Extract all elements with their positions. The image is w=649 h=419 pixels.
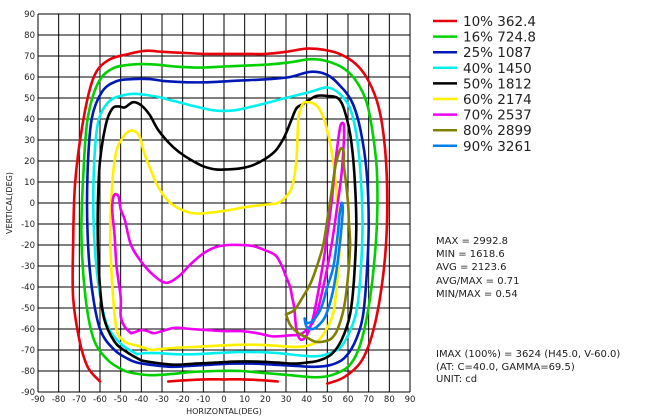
x-axis-title: HORIZONTAL(DEG) (186, 407, 262, 416)
y-tick-label: 40 (24, 115, 35, 125)
legend-label: 10% 362.4 (463, 14, 536, 30)
stat-avg: AVG = 2123.6 (436, 262, 507, 274)
contour-line (85, 70, 370, 369)
x-tick-label: 30 (281, 395, 292, 405)
x-tick-label: 10 (239, 395, 250, 405)
contour-line (80, 57, 379, 379)
x-tick-label: -40 (134, 395, 148, 405)
imax-angles: (AT: C=40.0, GAMMA=69.5) (436, 361, 575, 373)
x-tick-label: 70 (363, 395, 374, 405)
y-tick-label: -20 (21, 241, 35, 251)
x-tick-label: -50 (114, 395, 128, 405)
x-tick-label: 40 (301, 395, 312, 405)
x-tick-label: -30 (155, 395, 169, 405)
x-tick-label: 50 (322, 395, 333, 405)
contour-line (303, 201, 345, 331)
x-tick-label: 60 (343, 395, 354, 405)
y-tick-label: -50 (21, 304, 35, 314)
y-tick-label: 20 (24, 157, 35, 167)
stat-avg-max: AVG/MAX = 0.71 (436, 275, 520, 287)
contour-line (96, 94, 358, 367)
y-tick-label: -10 (21, 220, 35, 230)
y-tick-label: -90 (21, 388, 35, 398)
imax-info-panel: IMAX (100%) = 3624 (H45.0, V-60.0) (AT: … (436, 349, 620, 387)
legend-label: 16% 724.8 (463, 30, 536, 46)
y-tick-label: -70 (21, 346, 35, 356)
y-tick-label: -40 (21, 283, 35, 293)
y-tick-label: 70 (24, 52, 35, 62)
legend-label: 25% 1087 (463, 45, 532, 61)
contour-line (109, 100, 341, 352)
y-axis-ticks: 90 80 70 60 50 40 30 20 10 0 -10 -20 -30 -40 -50 -60 -70… (21, 10, 35, 398)
x-tick-label: 90 (405, 395, 416, 405)
contour-line (110, 121, 346, 342)
x-tick-label: 0 (221, 395, 226, 405)
imax-value: IMAX (100%) = 3624 (H45.0, V-60.0) (436, 349, 621, 360)
y-tick-label: 10 (24, 178, 35, 188)
x-tick-label: 80 (384, 395, 395, 405)
y-tick-label: -80 (21, 367, 35, 377)
legend-label: 60% 2174 (463, 92, 532, 108)
legend-label: 70% 2537 (463, 108, 532, 124)
contour-line (284, 146, 352, 344)
statistics-panel: MAX = 2992.8 MIN = 1618.6 AVG = 2123.6 A… (436, 235, 519, 301)
contour-line (91, 86, 364, 358)
y-tick-label: -60 (21, 325, 35, 335)
x-tick-label: -10 (196, 395, 210, 405)
legend-label: 80% 2899 (463, 123, 532, 139)
stat-max: MAX = 2992.8 (436, 236, 509, 247)
y-tick-label: -30 (21, 262, 35, 272)
x-tick-label: -20 (176, 395, 190, 405)
x-tick-label: -60 (93, 395, 107, 405)
contour-series (71, 47, 389, 385)
x-tick-label: 20 (260, 395, 271, 405)
legend-label: 90% 3261 (463, 139, 532, 155)
legend-label: 40% 1450 (463, 61, 532, 77)
contour-line (71, 47, 389, 385)
y-tick-label: 80 (24, 31, 35, 41)
y-tick-label: 50 (24, 94, 35, 104)
y-tick-label: 60 (24, 73, 35, 83)
y-tick-label: 30 (24, 136, 35, 146)
unit-label: UNIT: cd (436, 374, 478, 385)
x-axis-ticks: -90 -80 -70 -60 -50 -40 -30 -20 -10 0 10 20 30 40 50 60… (31, 395, 415, 405)
x-tick-label: -70 (72, 395, 86, 405)
y-tick-label: 0 (30, 199, 35, 209)
y-tick-label: 90 (24, 10, 35, 20)
y-axis-title: VERTICAL(DEG) (5, 172, 14, 234)
legend-label: 50% 1812 (463, 76, 532, 92)
x-tick-label: -90 (31, 395, 45, 405)
stat-min-max: MIN/MAX = 0.54 (436, 288, 518, 300)
x-tick-label: -80 (52, 395, 66, 405)
stat-min: MIN = 1618.6 (436, 249, 505, 261)
contour-line (166, 378, 279, 383)
